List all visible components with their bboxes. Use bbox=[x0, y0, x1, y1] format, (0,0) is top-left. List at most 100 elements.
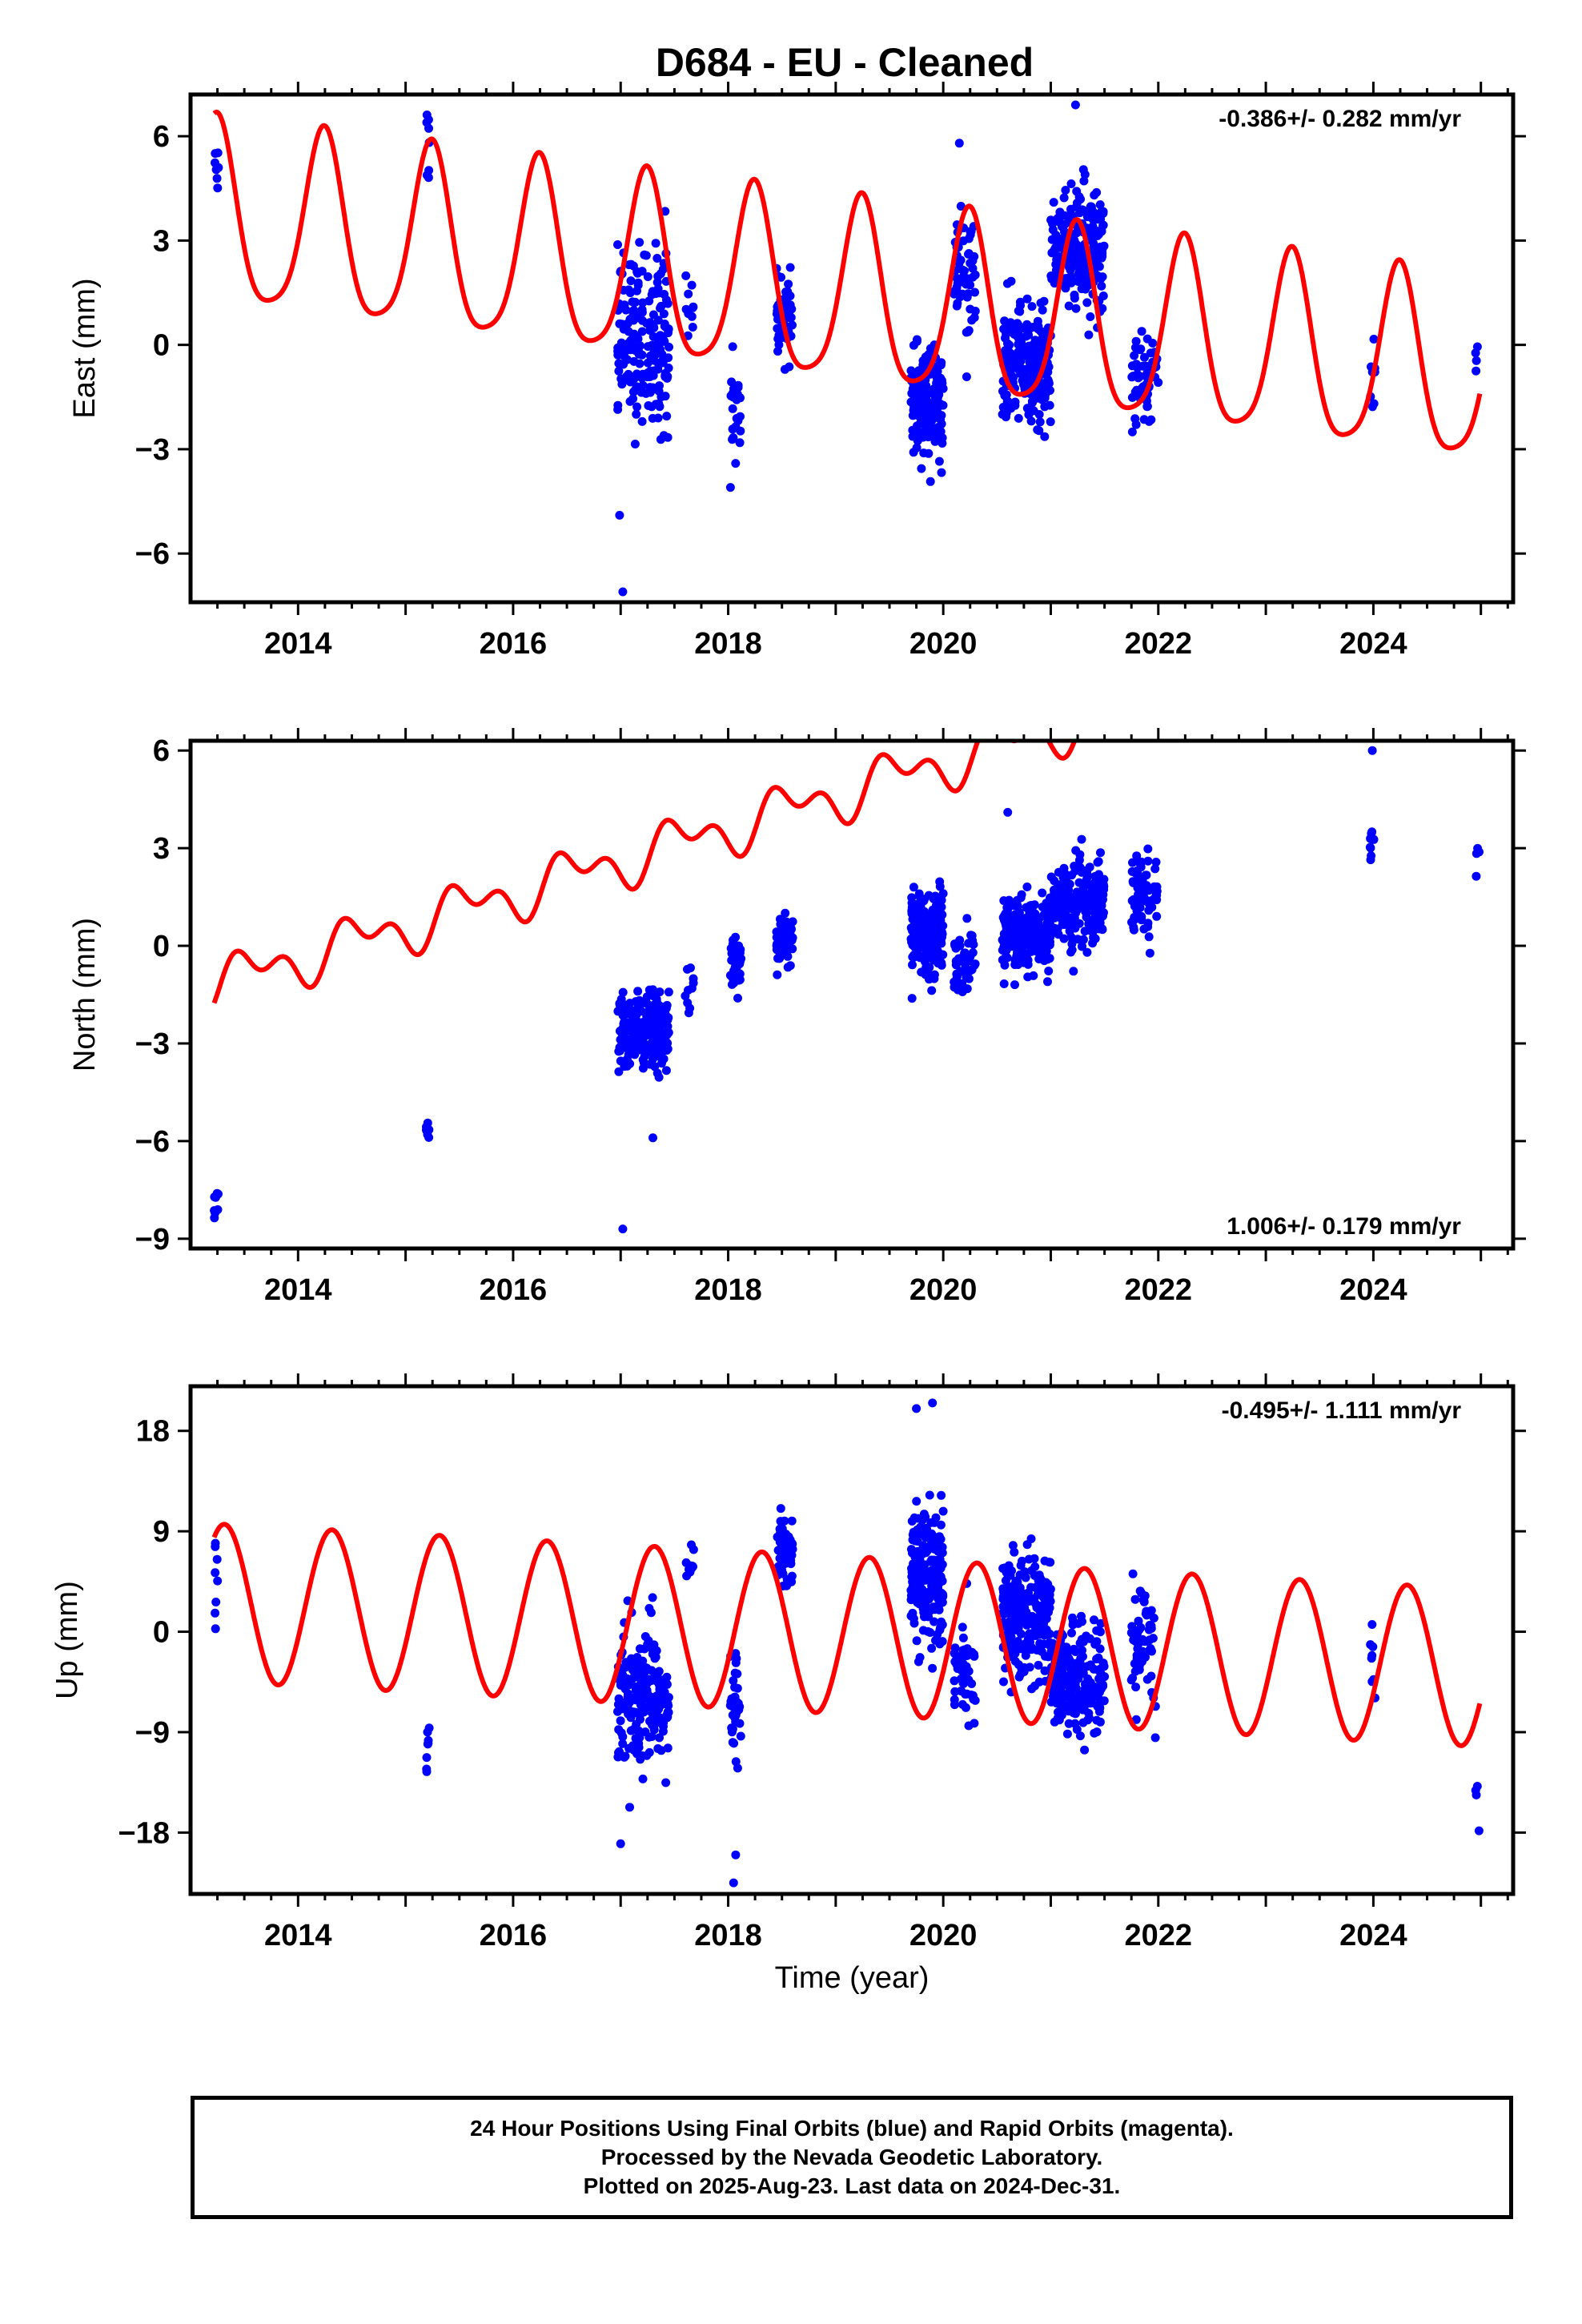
observation-point bbox=[633, 987, 643, 996]
observation-point bbox=[1076, 263, 1086, 272]
observation-point bbox=[616, 1026, 625, 1035]
observation-point bbox=[635, 995, 644, 1005]
observation-point bbox=[1060, 1700, 1070, 1710]
observation-point bbox=[628, 1022, 637, 1031]
observation-point bbox=[1079, 1704, 1089, 1714]
observation-point bbox=[1090, 871, 1100, 881]
observation-point bbox=[616, 1056, 625, 1066]
observation-point bbox=[613, 240, 622, 249]
x-tick-label: 2020 bbox=[909, 1273, 978, 1307]
footer-line-3: Plotted on 2025-Aug-23. Last data on 202… bbox=[583, 2173, 1121, 2198]
observation-point bbox=[777, 272, 785, 282]
observation-point bbox=[1130, 1659, 1139, 1668]
observation-point bbox=[212, 1188, 222, 1198]
observation-point bbox=[773, 347, 782, 356]
observation-point bbox=[938, 1637, 947, 1647]
observation-point bbox=[1045, 1629, 1054, 1638]
observation-point bbox=[620, 352, 629, 361]
observation-point bbox=[1027, 302, 1037, 312]
observation-point bbox=[1142, 1606, 1151, 1616]
observation-point bbox=[783, 1543, 793, 1553]
observation-point bbox=[1078, 1617, 1086, 1626]
observation-point bbox=[1127, 361, 1137, 371]
observation-point bbox=[1083, 1674, 1093, 1683]
observation-point bbox=[1366, 855, 1375, 865]
observation-point bbox=[1094, 920, 1103, 929]
observation-point bbox=[1367, 1620, 1377, 1629]
observation-point bbox=[1035, 1630, 1045, 1639]
observation-point bbox=[1050, 245, 1059, 255]
observation-point bbox=[423, 1124, 432, 1133]
observation-point bbox=[1010, 1610, 1019, 1620]
observation-point bbox=[958, 1699, 967, 1709]
observation-point bbox=[1082, 298, 1092, 308]
observation-point bbox=[776, 1504, 785, 1514]
observation-point bbox=[970, 1695, 980, 1705]
observation-point bbox=[655, 1733, 664, 1743]
observation-point bbox=[970, 251, 979, 261]
observation-point bbox=[785, 263, 795, 272]
observation-point bbox=[1095, 1695, 1105, 1705]
observation-point bbox=[661, 1003, 671, 1013]
x-tick-label: 2018 bbox=[694, 1273, 762, 1307]
observation-point bbox=[1039, 925, 1049, 935]
observation-point bbox=[950, 1643, 960, 1653]
observation-point bbox=[1078, 1646, 1086, 1655]
observation-point bbox=[1144, 416, 1154, 426]
observation-point bbox=[1044, 967, 1054, 975]
observation-point bbox=[908, 1608, 917, 1618]
observation-point bbox=[932, 1536, 942, 1546]
observation-point bbox=[210, 1206, 219, 1216]
observation-point bbox=[1067, 1628, 1076, 1638]
observation-point bbox=[1092, 1727, 1102, 1737]
observation-point bbox=[643, 1694, 652, 1703]
observation-point bbox=[729, 1676, 738, 1686]
observation-point bbox=[624, 1035, 634, 1044]
observation-point bbox=[1021, 1573, 1030, 1582]
observation-point bbox=[920, 1564, 929, 1574]
observation-point bbox=[933, 388, 942, 397]
observation-point bbox=[624, 1697, 634, 1707]
observation-point bbox=[662, 1711, 672, 1720]
chart-title: D684 - EU - Cleaned bbox=[656, 40, 1034, 85]
observation-point bbox=[936, 1520, 946, 1530]
observation-point bbox=[646, 1608, 656, 1618]
observation-point bbox=[616, 1672, 625, 1682]
observation-point bbox=[912, 1497, 921, 1506]
observation-point bbox=[1098, 304, 1107, 313]
observation-point bbox=[632, 402, 642, 412]
observation-point bbox=[1152, 911, 1162, 921]
observation-point bbox=[966, 1649, 975, 1658]
observation-point bbox=[1048, 225, 1058, 235]
observation-point bbox=[1137, 327, 1146, 336]
observation-point bbox=[927, 1566, 937, 1575]
observation-point bbox=[1070, 100, 1080, 110]
observation-point bbox=[913, 436, 922, 445]
observation-point bbox=[211, 1608, 220, 1618]
observation-point bbox=[777, 1566, 787, 1575]
observation-point bbox=[642, 1686, 652, 1695]
observation-point bbox=[1098, 911, 1107, 921]
observation-point bbox=[1086, 312, 1095, 321]
observation-point bbox=[909, 921, 919, 931]
observation-point bbox=[730, 1683, 740, 1692]
observation-point bbox=[649, 323, 659, 332]
observation-point bbox=[1369, 399, 1379, 408]
observation-point bbox=[1037, 937, 1046, 947]
footer-line-2: Processed by the Nevada Geodetic Laborat… bbox=[600, 2145, 1103, 2169]
observation-point bbox=[1027, 1643, 1037, 1653]
observation-point bbox=[1094, 273, 1103, 282]
observation-point bbox=[625, 1059, 635, 1068]
observation-point bbox=[614, 1067, 624, 1076]
observation-point bbox=[909, 1559, 918, 1569]
observation-point bbox=[652, 348, 661, 357]
observation-point bbox=[643, 999, 652, 1009]
observation-point bbox=[1140, 352, 1149, 362]
observation-point bbox=[1080, 1745, 1090, 1755]
observation-point bbox=[777, 1548, 786, 1558]
observation-point bbox=[731, 1757, 741, 1767]
observation-point bbox=[917, 1590, 926, 1599]
observation-point bbox=[1144, 906, 1154, 915]
observation-point bbox=[773, 970, 782, 979]
observation-point bbox=[1139, 1595, 1149, 1605]
